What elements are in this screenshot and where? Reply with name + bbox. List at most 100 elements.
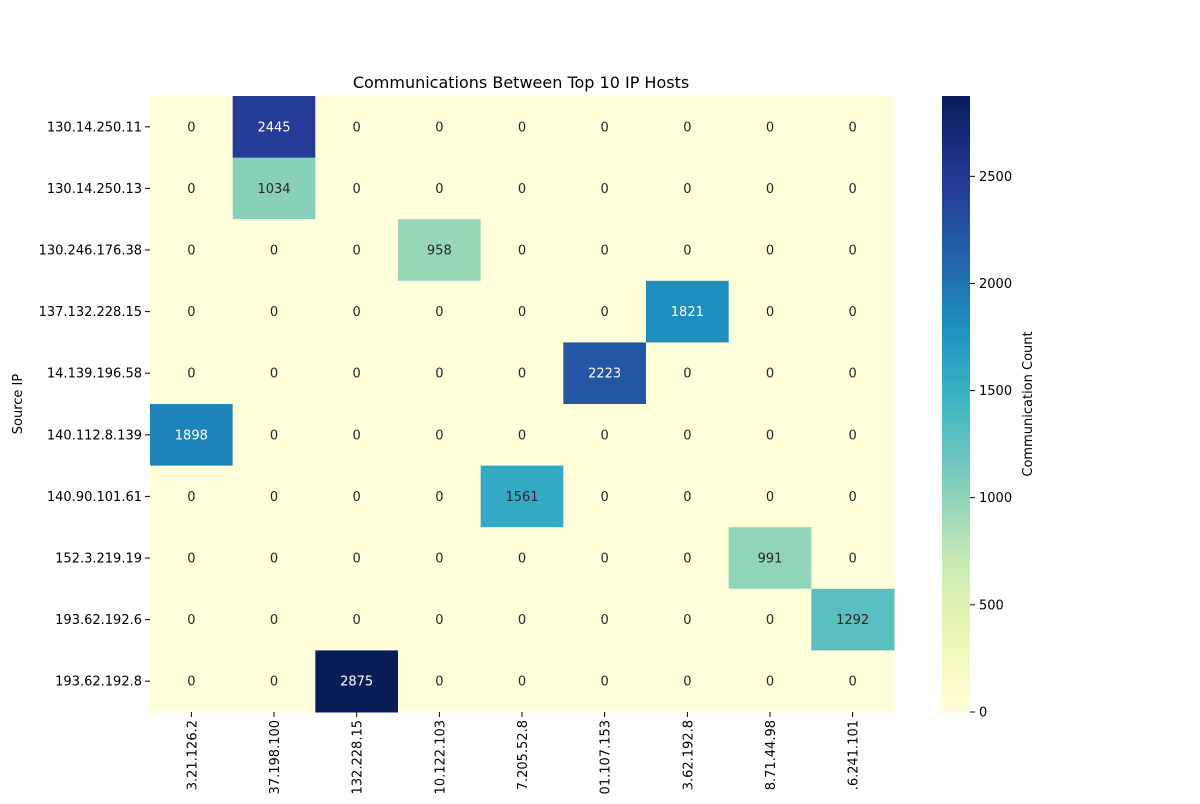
heatmap-cell (646, 157, 730, 220)
cell-value-label: 0 (270, 244, 278, 259)
heatmap-cell (232, 650, 316, 713)
cell-value-label: 0 (849, 428, 857, 443)
cell-value-label: 0 (270, 305, 278, 320)
heatmap-cell (150, 527, 234, 590)
heatmap-cell (398, 527, 482, 590)
row-tick-label: 193.62.192.8 (55, 675, 142, 690)
cell-value-label: 0 (849, 490, 857, 505)
heatmap-cell (398, 404, 482, 467)
heatmap-cell (811, 157, 895, 220)
cell-value-label: 1821 (671, 305, 704, 320)
heatmap-cell (646, 588, 730, 651)
cell-value-label: 0 (601, 428, 609, 443)
heatmap-cell (480, 96, 564, 159)
heatmap-cell (728, 157, 812, 220)
cell-value-label: 1292 (836, 613, 869, 628)
cell-value-label: 0 (353, 305, 361, 320)
row-tick-label: 130.14.250.11 (47, 120, 142, 135)
heatmap-cell (811, 650, 895, 713)
cell-value-label: 0 (683, 675, 691, 690)
heatmap-cell (563, 527, 647, 590)
cell-value-label: 0 (270, 613, 278, 628)
cell-value-label: 0 (766, 182, 774, 197)
row-tick-label: 137.132.228.15 (39, 305, 142, 320)
heatmap-cell (150, 219, 234, 282)
cell-value-label: 0 (601, 613, 609, 628)
heatmap-cell (728, 280, 812, 343)
column-tick-label: 10.122.103 (433, 720, 448, 794)
cell-value-label: 0 (435, 182, 443, 197)
heatmap-cell (150, 157, 234, 220)
heatmap-cell (646, 404, 730, 467)
cell-value-label: 0 (353, 428, 361, 443)
cell-value-label: 0 (766, 613, 774, 628)
heatmap-cell (315, 219, 399, 282)
colorbar-tick-label: 1000 (979, 491, 1012, 506)
heatmap-cell (480, 650, 564, 713)
heatmap-cell (811, 588, 895, 651)
cell-value-label: 0 (518, 244, 526, 259)
cell-value-label: 0 (187, 120, 195, 135)
heatmap-cell (232, 588, 316, 651)
colorbar-tick-label: 500 (979, 598, 1004, 613)
heatmap-cell (315, 588, 399, 651)
heatmap-cell (398, 342, 482, 405)
column-tick-label: 132.228.15 (351, 720, 366, 794)
cell-value-label: 0 (353, 182, 361, 197)
heatmap-cell (563, 465, 647, 528)
heatmap-cell (480, 465, 564, 528)
heatmap-cell (232, 404, 316, 467)
cell-value-label: 0 (849, 675, 857, 690)
cell-value-label: 0 (518, 367, 526, 382)
cell-value-label: 0 (849, 305, 857, 320)
cell-value-label: 0 (766, 675, 774, 690)
heatmap-cell (315, 404, 399, 467)
colorbar-tick-label: 2000 (979, 277, 1012, 292)
cell-value-label: 0 (353, 367, 361, 382)
cell-value-label: 1561 (505, 490, 538, 505)
column-tick-label: .6.241.101 (847, 720, 862, 790)
cell-value-label: 0 (435, 675, 443, 690)
heatmap-cell (480, 342, 564, 405)
heatmap-cell (728, 96, 812, 159)
cell-value-label: 0 (353, 490, 361, 505)
colorbar-ticks: 0 500 1000 1500 2000 2500 (970, 170, 1012, 721)
heatmap-cell (563, 280, 647, 343)
heatmap-cell (811, 404, 895, 467)
column-tick-label: 37.198.100 (268, 720, 283, 794)
heatmap-cell (728, 404, 812, 467)
heatmap-cell (150, 96, 234, 159)
cell-value-label: 0 (683, 367, 691, 382)
cell-value-label: 0 (601, 244, 609, 259)
heatmap-cell (398, 588, 482, 651)
cell-value-label: 0 (601, 675, 609, 690)
colorbar (942, 96, 970, 712)
heatmap-cell (150, 588, 234, 651)
heatmap-cell (232, 157, 316, 220)
heatmap-cell (150, 465, 234, 528)
cell-value-label: 0 (766, 428, 774, 443)
cell-value-label: 0 (353, 120, 361, 135)
heatmap-cell (563, 588, 647, 651)
colorbar-tick-label: 0 (979, 706, 987, 721)
heatmap-cell (811, 280, 895, 343)
heatmap-cell (398, 219, 482, 282)
cell-value-label: 0 (601, 120, 609, 135)
cell-value-label: 0 (518, 613, 526, 628)
heatmap-cell (563, 157, 647, 220)
colorbar-tick-label: 1500 (979, 384, 1012, 399)
heatmap-cell (646, 96, 730, 159)
colorbar-tick-label: 2500 (979, 170, 1012, 185)
heatmap-cell (728, 588, 812, 651)
cell-value-label: 0 (353, 613, 361, 628)
column-tick-label: 01.107.153 (599, 720, 614, 794)
cell-value-label: 0 (435, 490, 443, 505)
cell-value-label: 0 (187, 675, 195, 690)
cell-value-label: 2875 (340, 675, 373, 690)
row-tick-label: 140.90.101.61 (47, 490, 142, 505)
cell-value-label: 0 (683, 120, 691, 135)
cell-value-label: 0 (683, 552, 691, 567)
heatmap-cell (398, 465, 482, 528)
cell-value-label: 0 (518, 120, 526, 135)
heatmap-cells (150, 96, 895, 713)
